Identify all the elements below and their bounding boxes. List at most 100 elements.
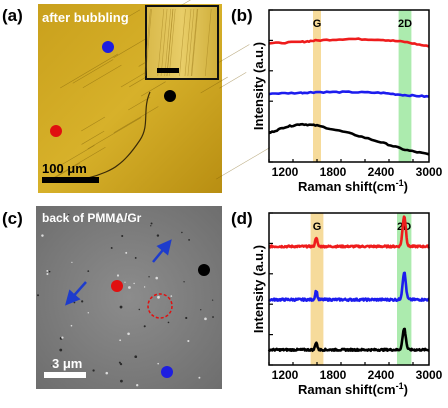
x-axis-label: Raman shift(cm-1) — [298, 178, 408, 194]
x-tick-label: 1800 — [320, 165, 347, 179]
micrograph-streak — [113, 106, 159, 133]
micrograph-streak — [140, 81, 166, 97]
band-g — [313, 10, 321, 162]
sem-speck — [119, 363, 123, 366]
blue-dot-marker — [102, 41, 114, 53]
micrograph-streak — [47, 146, 106, 182]
black-dot-marker — [198, 264, 210, 276]
inset-image — [145, 5, 219, 80]
x-axis-label-tail: ) — [404, 179, 408, 194]
band-label-2d: 2D — [398, 18, 412, 30]
sem-speck — [68, 214, 70, 216]
sem-speck — [185, 316, 188, 320]
sem-speck — [48, 270, 51, 273]
inset-streak — [187, 8, 195, 77]
inset-streak — [179, 8, 186, 77]
sem-speck — [212, 316, 214, 318]
sem-speck — [119, 305, 123, 309]
sem-speck — [138, 308, 140, 311]
inset-streak — [145, 8, 152, 77]
x-axis-label-sup: -1 — [396, 381, 404, 391]
micrograph-streak — [60, 53, 118, 89]
band-2d — [397, 213, 412, 365]
sem-speck — [134, 355, 138, 359]
sem-speck — [211, 299, 214, 301]
spectrum-line-1 — [268, 90, 430, 98]
sem-speck — [97, 212, 99, 214]
spectrum-line-1 — [268, 271, 430, 303]
sem-speck — [183, 281, 185, 283]
scalebar-a — [42, 177, 99, 183]
sem-speck — [119, 339, 122, 342]
sem-speck — [37, 294, 40, 297]
micrograph-streak — [200, 76, 228, 94]
x-tick-label: 3000 — [416, 368, 443, 382]
x-axis-label-main: Raman shift(cm — [298, 382, 396, 397]
band-label-2d: 2D — [397, 221, 411, 233]
sem-speck — [167, 321, 170, 324]
panel-a-micrograph: 100 μm after bubbling — [38, 0, 270, 193]
micrograph-streak — [52, 162, 80, 180]
sem-speck — [148, 276, 150, 278]
sem-speck — [134, 257, 137, 259]
micrograph-streak — [216, 147, 270, 180]
micrograph-streak — [87, 117, 142, 150]
sem-speck — [61, 336, 64, 339]
x-tick-label: 3000 — [416, 165, 443, 179]
micrograph-streak — [219, 72, 247, 89]
scalebar-c-label: 3 μm — [52, 356, 82, 371]
blue-arrow-upper — [152, 239, 172, 263]
sem-speck — [120, 379, 123, 383]
band-g — [310, 213, 324, 365]
sem-speck — [118, 361, 121, 364]
inset-streak — [144, 8, 151, 77]
scalebar-c — [44, 372, 86, 378]
wrinkle-line — [87, 91, 151, 179]
sem-speck — [124, 281, 126, 283]
sem-speck — [156, 234, 160, 237]
x-axis-label: Raman shift(cm-1) — [298, 381, 408, 397]
sem-speck — [187, 339, 190, 343]
x-axis-label-tail: ) — [404, 382, 408, 397]
sem-speck — [125, 251, 128, 254]
inset-streaks — [144, 8, 212, 77]
panel-label-b: (b) — [231, 6, 253, 25]
panel-a-caption: after bubbling — [42, 10, 129, 25]
sem-speck — [188, 239, 191, 241]
sem-speck — [87, 270, 90, 273]
band-2d — [398, 10, 412, 162]
micrograph-streak — [82, 64, 122, 89]
sem-speck — [157, 295, 160, 299]
sem-speck — [46, 270, 49, 272]
sem-speck — [181, 231, 183, 234]
black-dot-marker — [164, 90, 176, 102]
spectrum-line-0 — [268, 37, 430, 48]
inset-streak — [190, 8, 198, 77]
sem-specks — [37, 212, 214, 387]
red-dashed-circle — [147, 293, 173, 319]
band-label-g: G — [313, 18, 322, 30]
sem-speck — [133, 282, 135, 285]
sem-speck — [73, 301, 76, 304]
blue-arrow-lower — [65, 281, 87, 306]
micrograph-streak — [81, 116, 106, 132]
raman-chart-d: G 2D 1200 1800 2400 3000 Raman shift(cm-1) Inte… — [251, 212, 443, 397]
sem-speck — [150, 222, 153, 225]
sem-speck — [128, 286, 131, 289]
sem-speck — [116, 220, 120, 223]
scalebar-a-label: 100 μm — [42, 161, 87, 176]
x-tick-label: 2400 — [368, 165, 395, 179]
micrograph-streak — [72, 59, 114, 84]
sem-speck — [41, 234, 44, 237]
sem-speck — [105, 371, 109, 375]
spectrum-line-2 — [268, 122, 430, 156]
sem-speck — [46, 273, 49, 276]
sem-speck — [121, 234, 124, 238]
sem-speck — [136, 384, 139, 387]
y-axis-label: Intensity (a.u.) — [251, 42, 266, 130]
inset-streak — [191, 8, 199, 77]
inset-streak — [166, 8, 174, 77]
sem-speck — [81, 300, 84, 303]
inset-streak — [157, 8, 165, 77]
